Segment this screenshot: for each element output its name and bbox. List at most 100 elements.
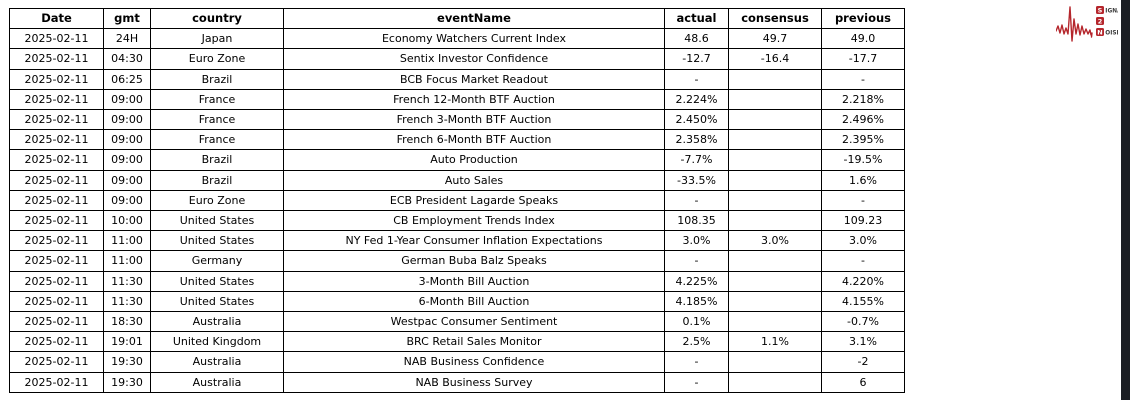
cell-previous: -: [821, 189, 905, 212]
cell-eventName: Sentix Investor Confidence: [283, 48, 665, 70]
cell-date: 2025-02-11: [9, 250, 104, 272]
cell-country: United States: [150, 230, 284, 252]
cell-date: 2025-02-11: [9, 230, 104, 252]
table-row: 2025-02-11 24H Japan Economy Watchers Curre…: [9, 28, 905, 50]
cell-gmt: 24H: [103, 28, 151, 50]
cell-previous: 6: [821, 371, 905, 393]
column-header-country: country: [150, 7, 284, 30]
cell-consensus: 3.0%: [728, 230, 822, 252]
cell-date: 2025-02-11: [9, 270, 104, 292]
table-header-row: Date gmt country eventName actual consensus pr…: [9, 7, 905, 30]
cell-eventName: Auto Production: [283, 149, 665, 171]
cell-eventName: NY Fed 1-Year Consumer Inflation Expecta…: [283, 230, 665, 252]
cell-actual: 0.1%: [664, 311, 729, 333]
column-header-eventName: eventName: [283, 7, 665, 30]
table-row: 2025-02-11 19:01 United Kingdom BRC Retail …: [9, 331, 905, 353]
table-row: 2025-02-11 19:30 Australia NAB Business Con…: [9, 351, 905, 373]
cell-consensus: [728, 371, 822, 393]
cell-eventName: 3-Month Bill Auction: [283, 270, 665, 292]
cell-actual: -7.7%: [664, 149, 729, 171]
table-row: 2025-02-11 09:00 France French 6-Month BTF …: [9, 129, 905, 151]
cell-consensus: [728, 169, 822, 191]
table-row: 2025-02-11 04:30 Euro Zone Sentix Investor …: [9, 48, 905, 70]
cell-date: 2025-02-11: [9, 109, 104, 131]
cell-country: Brazil: [150, 169, 284, 191]
cell-previous: 4.220%: [821, 270, 905, 292]
cell-date: 2025-02-11: [9, 129, 104, 151]
cell-actual: -: [664, 351, 729, 373]
cell-country: Japan: [150, 28, 284, 50]
cell-previous: 4.155%: [821, 290, 905, 313]
cell-eventName: French 3-Month BTF Auction: [283, 109, 665, 131]
cell-gmt: 11:00: [103, 250, 151, 272]
cell-previous: -: [821, 250, 905, 272]
cell-consensus: [728, 351, 822, 373]
table-row: 2025-02-11 09:00 France French 3-Month BTF …: [9, 109, 905, 131]
cell-eventName: Westpac Consumer Sentiment: [283, 311, 665, 333]
cell-gmt: 10:00: [103, 210, 151, 232]
cell-gmt: 19:30: [103, 371, 151, 393]
cell-previous: 3.0%: [821, 230, 905, 252]
cell-actual: -: [664, 371, 729, 393]
cell-country: Brazil: [150, 68, 284, 90]
table-row: 2025-02-11 11:00 United States NY Fed 1-Yea…: [9, 230, 905, 252]
cell-gmt: 19:01: [103, 331, 151, 353]
cell-country: France: [150, 109, 284, 131]
cell-gmt: 09:00: [103, 169, 151, 191]
cell-eventName: 6-Month Bill Auction: [283, 290, 665, 313]
cell-previous: -2: [821, 351, 905, 373]
cell-country: France: [150, 129, 284, 151]
cell-eventName: French 6-Month BTF Auction: [283, 129, 665, 151]
logo-letter-n: N: [1097, 29, 1102, 37]
cell-previous: 1.6%: [821, 169, 905, 191]
cell-actual: 108.35: [664, 210, 729, 232]
cell-date: 2025-02-11: [9, 290, 104, 313]
cell-country: United States: [150, 290, 284, 313]
column-header-previous: previous: [821, 7, 905, 30]
table-body: 2025-02-11 24H Japan Economy Watchers Curre…: [9, 28, 905, 393]
cell-date: 2025-02-11: [9, 149, 104, 171]
cell-actual: 2.5%: [664, 331, 729, 353]
cell-actual: -: [664, 68, 729, 90]
cell-consensus: 49.7: [728, 28, 822, 50]
logo-letter-2: 2: [1098, 18, 1103, 26]
cell-gmt: 11:30: [103, 290, 151, 313]
cell-date: 2025-02-11: [9, 48, 104, 70]
cell-previous: -19.5%: [821, 149, 905, 171]
cell-consensus: [728, 290, 822, 313]
cell-consensus: [728, 149, 822, 171]
cell-date: 2025-02-11: [9, 68, 104, 90]
cell-country: Australia: [150, 371, 284, 393]
cell-country: United States: [150, 210, 284, 232]
cell-consensus: [728, 129, 822, 151]
cell-eventName: German Buba Balz Speaks: [283, 250, 665, 272]
cell-gmt: 09:00: [103, 149, 151, 171]
cell-previous: -17.7: [821, 48, 905, 70]
economic-calendar-table: Date gmt country eventName actual consensus pr…: [9, 7, 905, 393]
column-header-date: Date: [9, 7, 104, 30]
cell-consensus: [728, 88, 822, 111]
cell-gmt: 09:00: [103, 109, 151, 131]
cell-consensus: [728, 68, 822, 90]
cell-eventName: BCB Focus Market Readout: [283, 68, 665, 90]
cell-date: 2025-02-11: [9, 189, 104, 212]
cell-actual: 2.450%: [664, 109, 729, 131]
cell-eventName: NAB Business Survey: [283, 371, 665, 393]
cell-gmt: 18:30: [103, 311, 151, 333]
cell-actual: 3.0%: [664, 230, 729, 252]
cell-previous: -: [821, 68, 905, 90]
cell-country: Australia: [150, 311, 284, 333]
cell-country: France: [150, 88, 284, 111]
cell-date: 2025-02-11: [9, 311, 104, 333]
cell-date: 2025-02-11: [9, 88, 104, 111]
cell-actual: -: [664, 189, 729, 212]
cell-country: Australia: [150, 351, 284, 373]
cell-previous: 49.0: [821, 28, 905, 50]
cell-consensus: [728, 189, 822, 212]
cell-country: Brazil: [150, 149, 284, 171]
cell-gmt: 11:00: [103, 230, 151, 252]
logo-word-signal: S IGNAL: [1096, 6, 1118, 15]
cell-eventName: Economy Watchers Current Index: [283, 28, 665, 50]
table-row: 2025-02-11 18:30 Australia Westpac Consumer…: [9, 311, 905, 333]
cell-date: 2025-02-11: [9, 371, 104, 393]
